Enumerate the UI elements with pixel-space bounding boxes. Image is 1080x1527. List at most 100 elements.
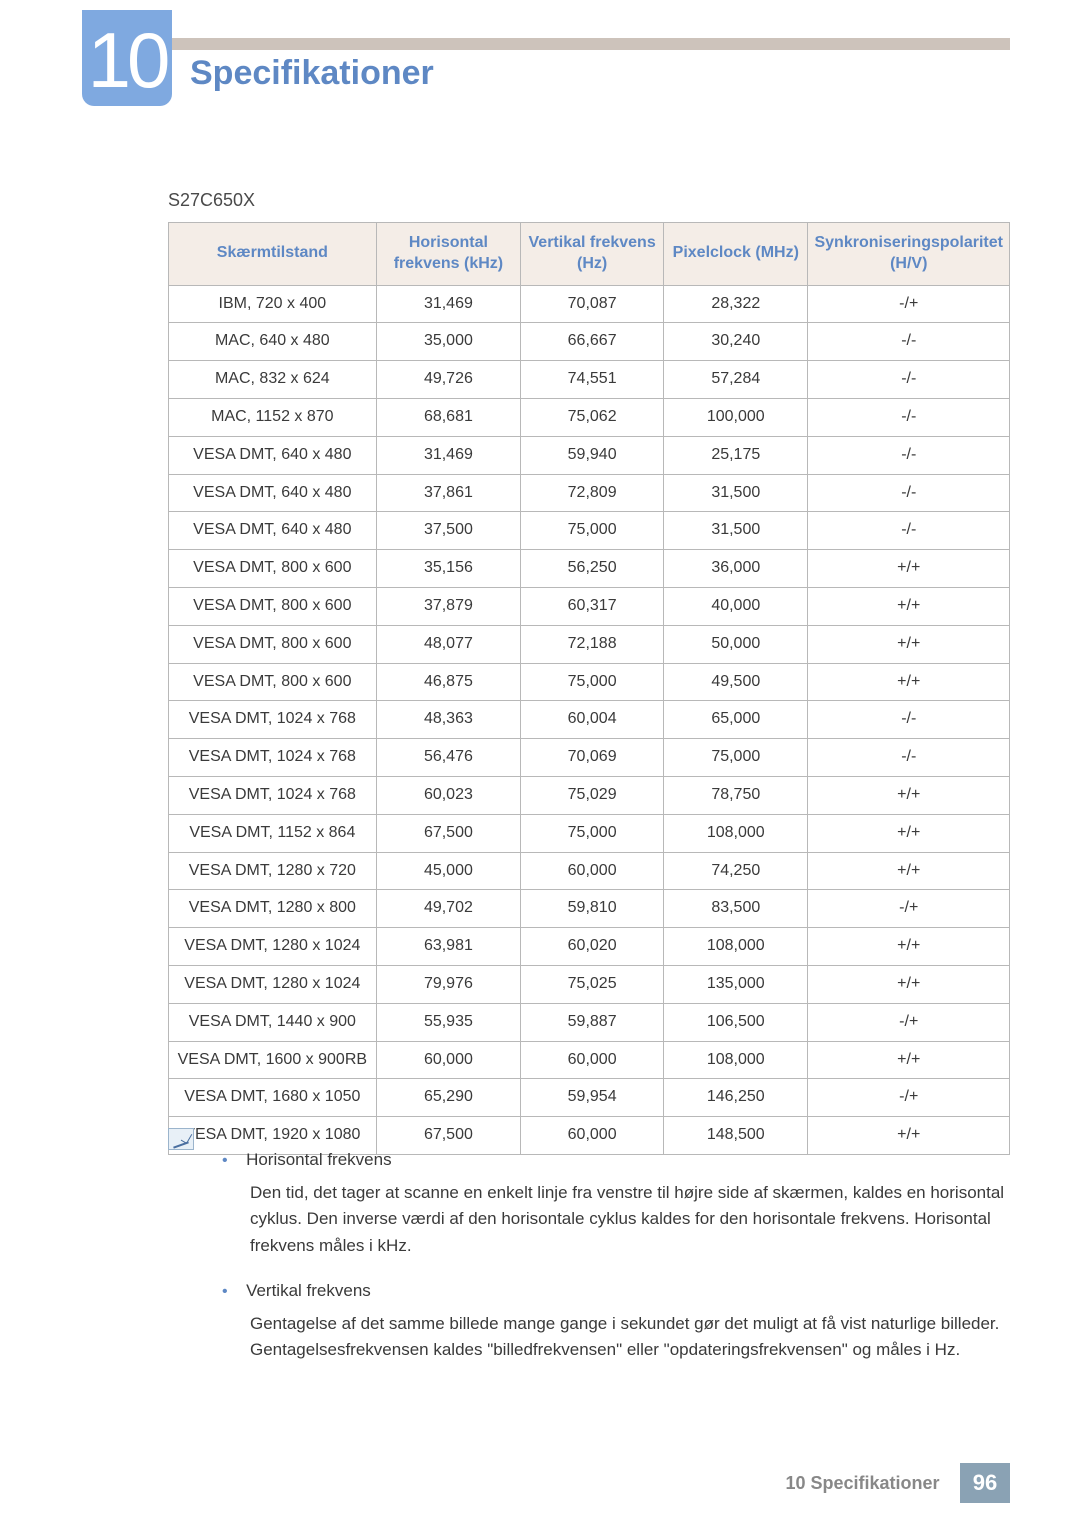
note-title: Horisontal frekvens	[246, 1150, 392, 1169]
table-cell: 45,000	[376, 852, 520, 890]
table-cell: 74,551	[521, 361, 664, 399]
table-cell: VESA DMT, 640 x 480	[169, 474, 377, 512]
bullet-icon: •	[222, 1152, 228, 1169]
note-item: • Horisontal frekvens Den tid, det tager…	[222, 1150, 1010, 1259]
note-title: Vertikal frekvens	[246, 1281, 371, 1300]
note-body: Gentagelse af det samme billede mange ga…	[250, 1311, 1010, 1364]
table-row: VESA DMT, 1024 x 76856,47670,06975,000-/…	[169, 739, 1010, 777]
table-row: VESA DMT, 1600 x 900RB60,00060,000108,00…	[169, 1041, 1010, 1079]
table-cell: 31,500	[664, 474, 808, 512]
table-cell: VESA DMT, 1680 x 1050	[169, 1079, 377, 1117]
top-accent-bar	[168, 38, 1010, 50]
table-row: VESA DMT, 800 x 60046,87575,00049,500+/+	[169, 663, 1010, 701]
table-cell: VESA DMT, 1280 x 1024	[169, 965, 377, 1003]
table-row: VESA DMT, 1280 x 102479,97675,025135,000…	[169, 965, 1010, 1003]
table-cell: +/+	[808, 776, 1010, 814]
table-cell: 65,290	[376, 1079, 520, 1117]
table-cell: 65,000	[664, 701, 808, 739]
table-cell: +/+	[808, 550, 1010, 588]
table-cell: 30,240	[664, 323, 808, 361]
table-cell: 108,000	[664, 814, 808, 852]
table-cell: 60,317	[521, 587, 664, 625]
table-cell: 74,250	[664, 852, 808, 890]
table-cell: +/+	[808, 625, 1010, 663]
table-cell: 100,000	[664, 398, 808, 436]
table-cell: 50,000	[664, 625, 808, 663]
table-cell: 75,000	[521, 663, 664, 701]
table-cell: 37,500	[376, 512, 520, 550]
table-cell: VESA DMT, 640 x 480	[169, 512, 377, 550]
table-cell: +/+	[808, 928, 1010, 966]
table-cell: 75,000	[664, 739, 808, 777]
table-cell: 135,000	[664, 965, 808, 1003]
table-row: VESA DMT, 1280 x 102463,98160,020108,000…	[169, 928, 1010, 966]
table-cell: 75,000	[521, 814, 664, 852]
table-cell: 59,954	[521, 1079, 664, 1117]
table-cell: VESA DMT, 800 x 600	[169, 550, 377, 588]
table-cell: 59,887	[521, 1003, 664, 1041]
specifications-table: Skærmtilstand Horisontal frekvens (kHz) …	[168, 222, 1010, 1155]
table-cell: 49,500	[664, 663, 808, 701]
table-row: VESA DMT, 640 x 48031,46959,94025,175-/-	[169, 436, 1010, 474]
table-row: MAC, 640 x 48035,00066,66730,240-/-	[169, 323, 1010, 361]
table-cell: 72,809	[521, 474, 664, 512]
table-cell: 59,810	[521, 890, 664, 928]
table-cell: -/-	[808, 739, 1010, 777]
table-row: VESA DMT, 1280 x 80049,70259,81083,500-/…	[169, 890, 1010, 928]
footer-page-number: 96	[960, 1463, 1010, 1503]
table-cell: 66,667	[521, 323, 664, 361]
table-cell: 75,062	[521, 398, 664, 436]
table-cell: +/+	[808, 852, 1010, 890]
page-title: Specifikationer	[190, 54, 434, 93]
table-row: MAC, 832 x 62449,72674,55157,284-/-	[169, 361, 1010, 399]
table-cell: 60,000	[521, 852, 664, 890]
notes-section: • Horisontal frekvens Den tid, det tager…	[168, 1128, 1010, 1386]
table-cell: VESA DMT, 1024 x 768	[169, 701, 377, 739]
table-cell: 56,250	[521, 550, 664, 588]
table-cell: +/+	[808, 965, 1010, 1003]
table-header-row: Skærmtilstand Horisontal frekvens (kHz) …	[169, 223, 1010, 286]
table-cell: 37,861	[376, 474, 520, 512]
col-header-sync: Synkroniseringspolaritet (H/V)	[808, 223, 1010, 286]
table-cell: VESA DMT, 1280 x 1024	[169, 928, 377, 966]
note-icon	[168, 1128, 194, 1150]
table-cell: 106,500	[664, 1003, 808, 1041]
note-body: Den tid, det tager at scanne en enkelt l…	[250, 1180, 1010, 1259]
col-header-mode: Skærmtilstand	[169, 223, 377, 286]
table-cell: -/+	[808, 1079, 1010, 1117]
table-cell: 70,069	[521, 739, 664, 777]
table-cell: +/+	[808, 1041, 1010, 1079]
table-cell: 37,879	[376, 587, 520, 625]
table-cell: +/+	[808, 814, 1010, 852]
table-cell: 83,500	[664, 890, 808, 928]
table-cell: 55,935	[376, 1003, 520, 1041]
table-row: VESA DMT, 1024 x 76848,36360,00465,000-/…	[169, 701, 1010, 739]
table-cell: 59,940	[521, 436, 664, 474]
table-row: IBM, 720 x 40031,46970,08728,322-/+	[169, 285, 1010, 323]
table-row: VESA DMT, 1152 x 86467,50075,000108,000+…	[169, 814, 1010, 852]
table-cell: 48,363	[376, 701, 520, 739]
table-row: VESA DMT, 640 x 48037,86172,80931,500-/-	[169, 474, 1010, 512]
table-cell: 67,500	[376, 814, 520, 852]
table-cell: 25,175	[664, 436, 808, 474]
table-cell: 70,087	[521, 285, 664, 323]
table-cell: 60,020	[521, 928, 664, 966]
bullet-icon: •	[222, 1283, 228, 1300]
table-cell: +/+	[808, 587, 1010, 625]
table-cell: MAC, 1152 x 870	[169, 398, 377, 436]
table-cell: VESA DMT, 1280 x 800	[169, 890, 377, 928]
table-row: VESA DMT, 640 x 48037,50075,00031,500-/-	[169, 512, 1010, 550]
col-header-horizontal: Horisontal frekvens (kHz)	[376, 223, 520, 286]
table-cell: 31,469	[376, 436, 520, 474]
table-cell: 40,000	[664, 587, 808, 625]
table-cell: VESA DMT, 640 x 480	[169, 436, 377, 474]
table-cell: VESA DMT, 1280 x 720	[169, 852, 377, 890]
table-cell: MAC, 640 x 480	[169, 323, 377, 361]
table-cell: 48,077	[376, 625, 520, 663]
table-cell: 68,681	[376, 398, 520, 436]
table-cell: VESA DMT, 1152 x 864	[169, 814, 377, 852]
table-cell: 36,000	[664, 550, 808, 588]
footer-chapter-number: 10	[785, 1473, 805, 1493]
table-row: VESA DMT, 1024 x 76860,02375,02978,750+/…	[169, 776, 1010, 814]
table-cell: 78,750	[664, 776, 808, 814]
